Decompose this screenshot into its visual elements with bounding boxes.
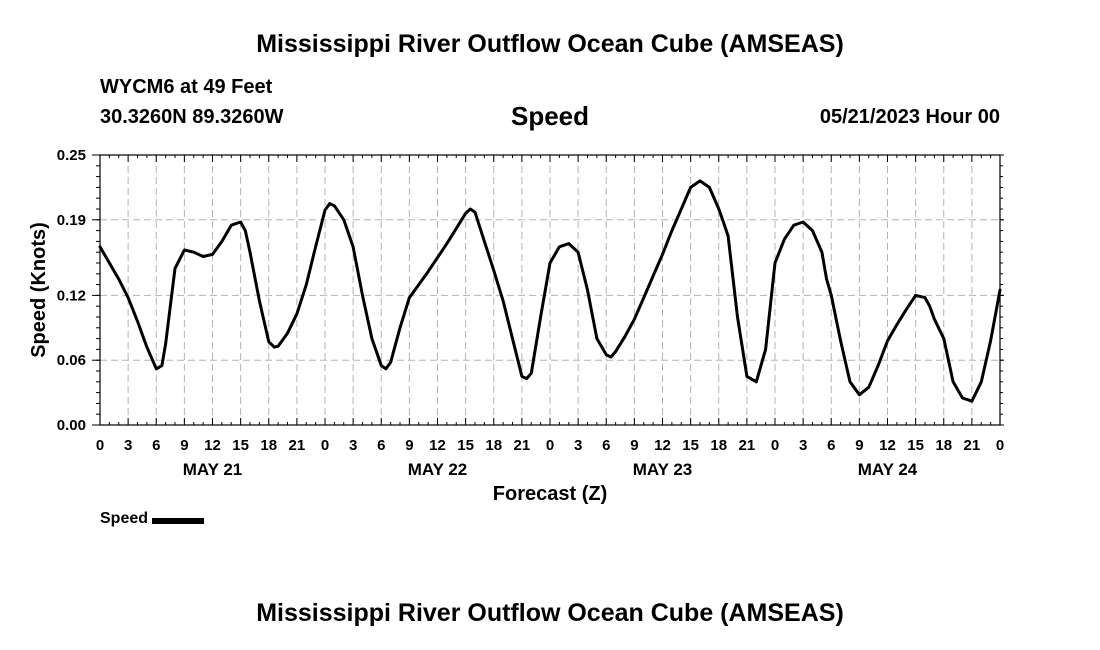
coordinates-label: 30.3260N 89.3260W: [100, 106, 284, 128]
chart-subtitle: Speed: [510, 101, 590, 131]
x-tick-label: 0: [321, 437, 329, 454]
x-tick-label: 21: [289, 437, 306, 454]
x-tick-label: 6: [152, 437, 160, 454]
x-tick-label: 18: [260, 437, 277, 454]
x-tick-label: 0: [771, 437, 779, 454]
grid: [100, 155, 1000, 425]
series-group: [98, 179, 1002, 403]
day-label: MAY 23: [633, 460, 693, 479]
x-tick-label: 3: [124, 437, 132, 454]
x-tick-label: 21: [514, 437, 531, 454]
x-tick-label: 21: [739, 437, 756, 454]
x-tick-label: 6: [377, 437, 385, 454]
y-tick-label: 0.12: [57, 287, 86, 304]
day-label: MAY 21: [183, 460, 243, 479]
x-tick-label: 0: [546, 437, 554, 454]
x-tick-label: 18: [485, 437, 502, 454]
y-axis-label: Speed (Knots): [28, 222, 50, 358]
x-tick-label: 21: [964, 437, 981, 454]
legend: Speed: [100, 510, 205, 528]
x-tick-label: 9: [180, 437, 188, 454]
x-tick-label: 3: [574, 437, 582, 454]
x-tick-label: 12: [429, 437, 446, 454]
station-label: WYCM6 at 49 Feet: [100, 76, 273, 98]
x-tick-label: 9: [405, 437, 413, 454]
x-tick-label: 15: [907, 437, 924, 454]
y-tick-label: 0.25: [57, 147, 86, 164]
x-tick-label: 12: [879, 437, 896, 454]
x-tick-label: 12: [654, 437, 671, 454]
y-tick-labels: 0.00 0.06 0.12 0.19 0.25: [57, 147, 86, 434]
x-tick-label: 3: [349, 437, 357, 454]
x-tick-label: 18: [710, 437, 727, 454]
x-tick-label: 6: [827, 437, 835, 454]
legend-label: Speed: [100, 510, 149, 527]
x-tick-label: 0: [996, 437, 1004, 454]
legend-swatch: [152, 518, 205, 524]
x-tick-label: 15: [682, 437, 699, 454]
x-tick-label: 9: [855, 437, 863, 454]
day-label: MAY 22: [408, 460, 468, 479]
x-tick-label: 15: [457, 437, 474, 454]
x-tick-label: 6: [602, 437, 610, 454]
speed-series-line: [98, 179, 1002, 403]
y-tick-label: 0.06: [57, 352, 86, 369]
x-axis-label: Forecast (Z): [493, 483, 607, 505]
x-tick-label: 12: [204, 437, 221, 454]
x-tick-label: 18: [935, 437, 952, 454]
y-tick-label: 0.19: [57, 212, 86, 229]
axis-ticks: [92, 154, 1004, 426]
x-tick-label: 9: [630, 437, 638, 454]
day-label: MAY 24: [858, 460, 918, 479]
forecast-datetime: 05/21/2023 Hour 00: [819, 106, 1000, 128]
day-labels: MAY 21 MAY 22 MAY 23 MAY 24: [183, 460, 918, 479]
x-tick-label: 0: [96, 437, 104, 454]
x-tick-label: 3: [799, 437, 807, 454]
chart-title: Mississippi River Outflow Ocean Cube (AM…: [256, 30, 844, 58]
footer-title: Mississippi River Outflow Ocean Cube (AM…: [256, 599, 844, 627]
y-tick-label: 0.00: [57, 417, 86, 434]
x-tick-labels: 0 3 6 9 12 15 18 21 0 3 6 9 12 15 18 21 0 3 6 9 12 15 18 21 0 3 6 9…: [96, 437, 1004, 454]
x-tick-label: 15: [232, 437, 249, 454]
